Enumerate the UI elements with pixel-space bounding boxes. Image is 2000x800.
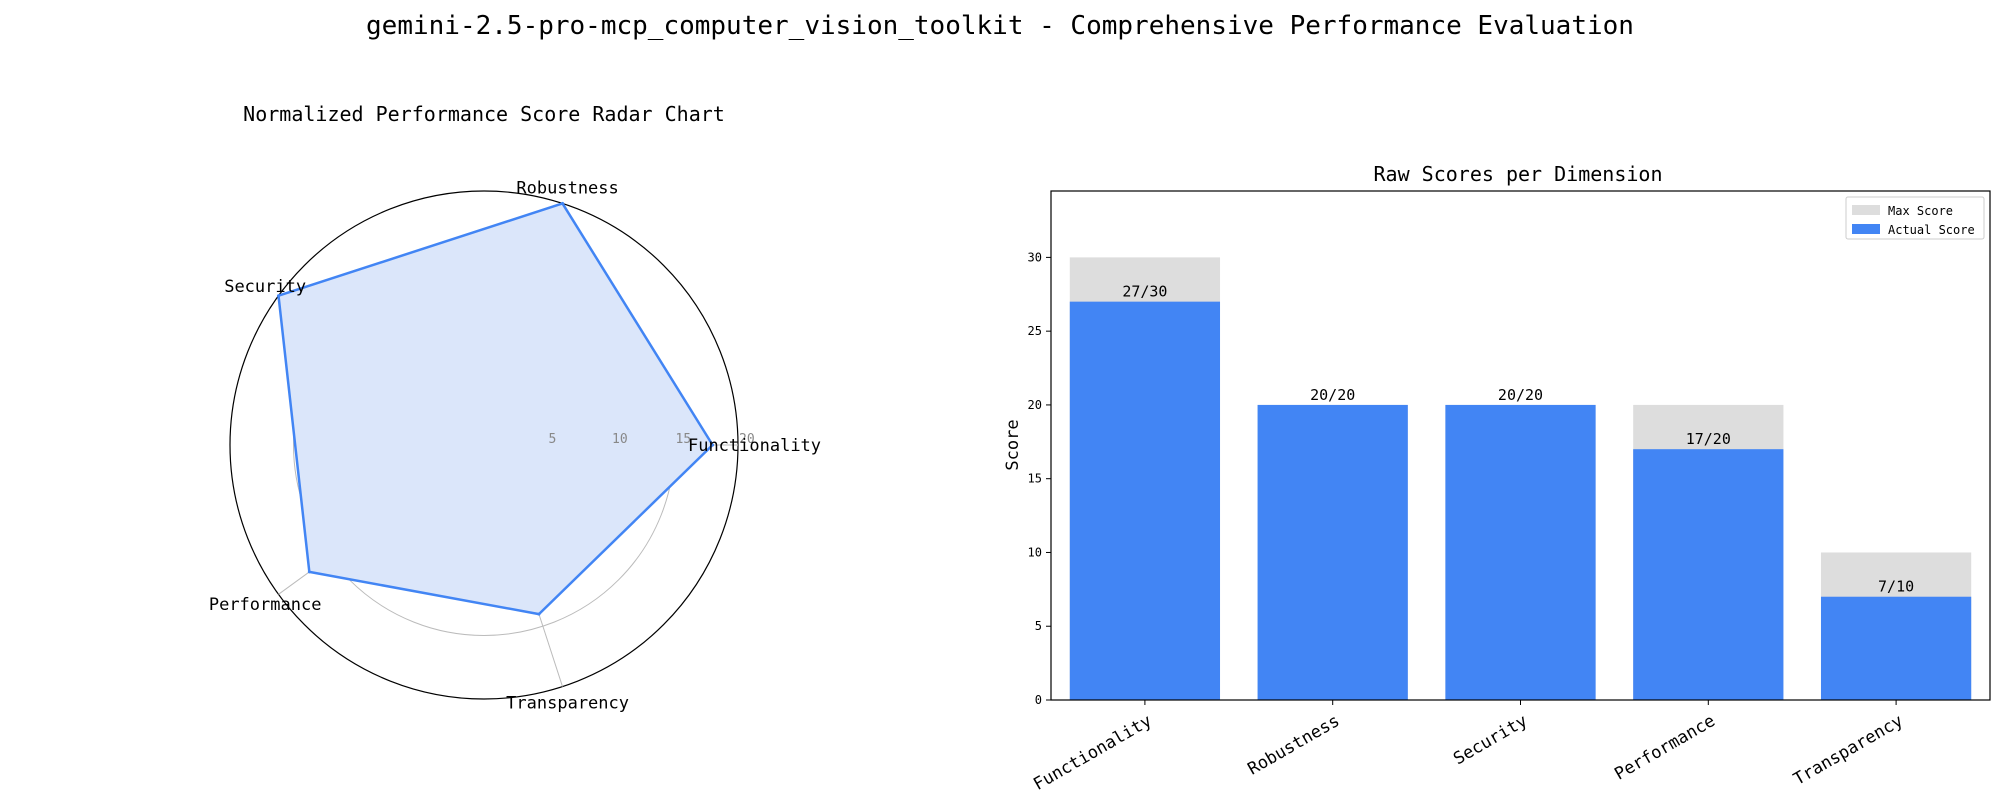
- legend-swatch-actual: [1852, 224, 1880, 234]
- legend-frame: [1845, 196, 1985, 240]
- bar-value-label-performance: 17/20: [1686, 430, 1731, 448]
- bar-actual-transparency: [1820, 596, 1972, 700]
- bar-value-label-functionality: 27/30: [1122, 283, 1167, 301]
- legend-swatch-max: [1852, 205, 1880, 215]
- legend-label-actual: Actual Score: [1888, 223, 1975, 237]
- x-tick-label-performance: Performance: [1611, 711, 1719, 785]
- radar-point-functionality: [711, 443, 715, 447]
- radar-r-tick: 20: [739, 432, 755, 447]
- x-tick-label-security: Security: [1450, 711, 1531, 769]
- radar-chart: Normalized Performance Score Radar Chart…: [209, 102, 821, 713]
- bar-marks: 27/30 20/20 20/20 17/20 7/10: [1069, 257, 1972, 700]
- y-tick-label: 30: [1028, 250, 1042, 264]
- bar-title: Raw Scores per Dimension: [1374, 162, 1663, 186]
- bar-actual-functionality: [1069, 301, 1221, 700]
- radar-axis-label-robustness: Robustness: [516, 179, 618, 199]
- radar-r-tick: 15: [676, 432, 692, 447]
- page-title: gemini-2.5-pro-mcp_computer_vision_toolk…: [366, 11, 1634, 41]
- radar-point-robustness: [560, 201, 564, 205]
- bar-y-ticks: 0 5 10 15 20 25 30: [1028, 250, 1051, 707]
- radar-point-performance: [307, 570, 311, 574]
- legend: Max Score Actual Score: [1845, 196, 1985, 240]
- bar-actual-security: [1445, 404, 1596, 700]
- radar-axis-label-transparency: Transparency: [506, 693, 629, 713]
- y-tick-label: 0: [1035, 693, 1042, 707]
- bar-value-label-security: 20/20: [1498, 386, 1543, 404]
- radar-r-tick: 5: [549, 432, 557, 447]
- legend-label-max: Max Score: [1888, 204, 1953, 218]
- radar-axis-label-security: Security: [224, 277, 306, 297]
- radar-point-transparency: [537, 612, 541, 616]
- bar-chart: Raw Scores per Dimension Score 0 5 10 15 20 2…: [1003, 162, 1991, 795]
- bar-x-labels: Functionality Robustness Security Performan…: [1030, 700, 1907, 795]
- y-tick-label: 5: [1035, 619, 1042, 633]
- bar-value-label-robustness: 20/20: [1310, 386, 1355, 404]
- bar-actual-robustness: [1257, 404, 1408, 700]
- radar-point-security: [277, 294, 281, 298]
- y-tick-label: 25: [1028, 324, 1042, 338]
- radar-marks: [277, 201, 715, 616]
- x-tick-label-robustness: Robustness: [1245, 711, 1344, 780]
- x-tick-label-transparency: Transparency: [1790, 711, 1906, 790]
- y-tick-label: 15: [1028, 472, 1042, 486]
- bar-ylabel: Score: [1003, 419, 1023, 470]
- radar-r-tick: 10: [612, 432, 628, 447]
- bar-value-label-transparency: 7/10: [1878, 578, 1914, 596]
- y-tick-label: 20: [1028, 398, 1042, 412]
- bar-actual-performance: [1633, 449, 1784, 700]
- y-tick-label: 10: [1028, 545, 1042, 559]
- radar-axis-label-performance: Performance: [209, 595, 322, 615]
- radar-series-polygon: [277, 202, 714, 616]
- x-tick-label-functionality: Functionality: [1030, 711, 1155, 795]
- radar-axis-label-functionality: Functionality: [688, 436, 821, 456]
- radar-title: Normalized Performance Score Radar Chart: [243, 102, 725, 126]
